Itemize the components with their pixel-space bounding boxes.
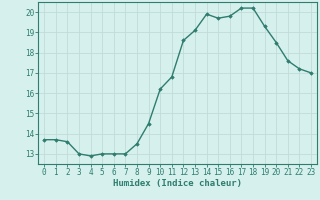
X-axis label: Humidex (Indice chaleur): Humidex (Indice chaleur) (113, 179, 242, 188)
